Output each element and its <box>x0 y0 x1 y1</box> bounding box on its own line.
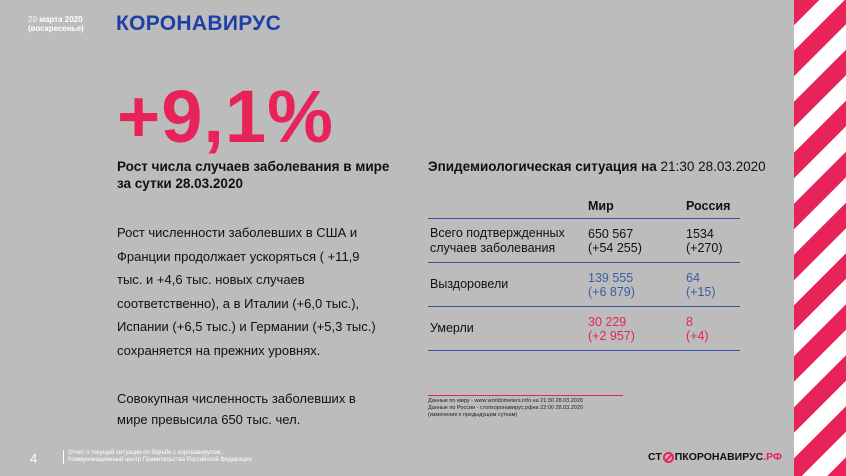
world-value: 650 567 (+54 255) <box>588 219 686 263</box>
page-title: КОРОНАВИРУС <box>116 12 282 35</box>
russia-delta: (+270) <box>686 240 723 255</box>
column-world: Мир <box>588 198 614 213</box>
russia-count: 1534 <box>686 226 714 241</box>
source-world: Данные по миру - www.worldometers.info н… <box>428 398 583 404</box>
russia-value: 1534 (+270) <box>686 219 740 263</box>
world-value: 139 555 (+6 879) <box>588 263 686 307</box>
logo-text-end: ПКОРОНАВИРУС <box>674 451 764 463</box>
table-row: Умерли 30 229 (+2 957) 8 (+4) <box>428 307 740 351</box>
russia-delta: (+4) <box>686 328 709 343</box>
date-day: 29 <box>28 15 37 24</box>
column-russia: Россия <box>686 198 731 213</box>
epi-heading: Эпидемиологическая ситуация на 21:30 28.… <box>428 158 766 175</box>
world-delta: (+54 255) <box>588 240 642 255</box>
summary-paragraph: Рост численности заболевших в США и Фран… <box>117 225 376 358</box>
table-header-row: Мир Россия <box>428 193 740 219</box>
stopcoronavirus-logo: СТ ПКОРОНАВИРУС .РФ <box>648 451 782 463</box>
world-count: 139 555 <box>588 270 634 285</box>
row-label: Умерли <box>430 321 474 335</box>
date-month-year: марта 2020 <box>39 15 83 24</box>
sources-divider <box>428 395 623 396</box>
table-row: Всего подтвержденных случаев заболевания… <box>428 219 740 263</box>
footer-line-1: Отчет о текущей ситуации по борьбе с кор… <box>68 450 223 456</box>
report-date: 29 марта 2020 (воскресенье) <box>28 15 84 33</box>
world-value: 30 229 (+2 957) <box>588 307 686 351</box>
stop-icon <box>662 451 674 463</box>
table-row: Выздоровели 139 555 (+6 879) 64 (+15) <box>428 263 740 307</box>
source-note: (изменение к предыдущим суткам) <box>428 412 518 418</box>
world-delta: (+6 879) <box>588 284 635 299</box>
russia-value: 64 (+15) <box>686 263 740 307</box>
row-label: Выздоровели <box>430 277 509 291</box>
growth-figure: +9,1% <box>117 75 334 158</box>
date-weekday: (воскресенье) <box>28 24 84 33</box>
world-count: 650 567 <box>588 226 634 241</box>
russia-value: 8 (+4) <box>686 307 740 351</box>
source-russia: Данные по России - стопкоронавирус.рфна … <box>428 405 583 411</box>
growth-subtitle: Рост числа случаев заболевания в мире за… <box>117 159 390 191</box>
data-sources: Данные по миру - www.worldometers.info н… <box>428 395 623 419</box>
world-count: 30 229 <box>588 314 627 329</box>
russia-count: 64 <box>686 270 700 285</box>
logo-domain: .РФ <box>763 451 782 463</box>
total-paragraph: Совокупная численность заболевших в мире… <box>117 391 356 427</box>
logo-text-start: СТ <box>648 451 662 463</box>
footer-line-2: Коммуникационный центр Правительства Рос… <box>68 457 252 463</box>
decorative-stripes <box>794 0 846 476</box>
row-label: Всего подтвержденных случаев заболевания <box>430 225 565 255</box>
world-delta: (+2 957) <box>588 328 635 343</box>
epi-heading-time: 21:30 28.03.2020 <box>660 159 766 174</box>
epi-heading-label: Эпидемиологическая ситуация на <box>428 159 657 174</box>
footer-credit: Отчет о текущей ситуации по борьбе с кор… <box>63 450 252 464</box>
page-number: 4 <box>30 451 38 466</box>
stats-table: Мир Россия Всего подтвержденных случаев … <box>428 193 740 351</box>
russia-count: 8 <box>686 314 693 329</box>
russia-delta: (+15) <box>686 284 716 299</box>
